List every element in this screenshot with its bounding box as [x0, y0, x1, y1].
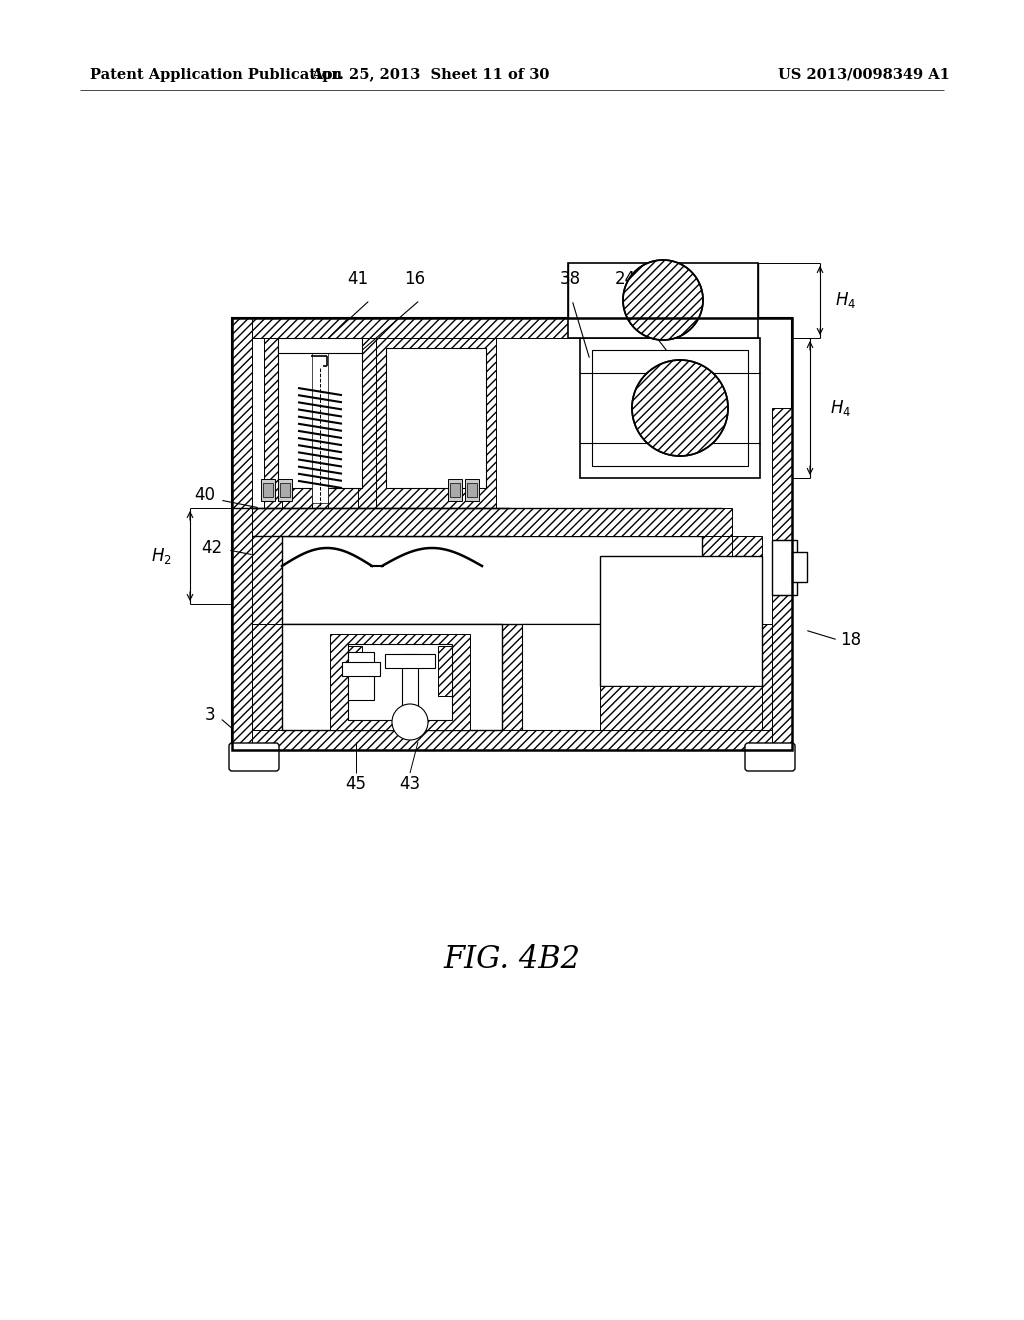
Bar — [232, 730, 792, 750]
FancyBboxPatch shape — [229, 743, 279, 771]
Bar — [348, 644, 452, 719]
Circle shape — [632, 360, 728, 455]
Bar — [348, 645, 362, 696]
Text: 38: 38 — [559, 271, 581, 288]
Bar — [252, 536, 282, 624]
Bar — [348, 652, 374, 700]
Bar — [232, 318, 252, 750]
Bar — [252, 624, 772, 730]
Bar — [252, 508, 732, 536]
Bar — [580, 338, 760, 478]
Bar — [261, 479, 275, 502]
Bar — [278, 348, 362, 488]
Bar — [592, 350, 748, 466]
Bar — [264, 338, 376, 539]
Bar — [342, 663, 380, 676]
Text: 3: 3 — [205, 706, 215, 723]
Bar — [282, 624, 502, 730]
Text: $H_4$: $H_4$ — [830, 399, 851, 418]
Bar — [600, 686, 762, 730]
Text: Apr. 25, 2013  Sheet 11 of 30: Apr. 25, 2013 Sheet 11 of 30 — [311, 69, 549, 82]
FancyBboxPatch shape — [745, 743, 795, 771]
Bar — [280, 483, 290, 498]
Bar — [702, 536, 732, 624]
Bar — [376, 338, 496, 539]
Bar — [328, 338, 358, 508]
Bar — [772, 540, 797, 595]
Bar — [467, 483, 477, 498]
Bar — [792, 552, 807, 582]
Bar — [386, 348, 486, 488]
Bar — [278, 338, 362, 352]
Bar — [385, 653, 435, 668]
Bar — [449, 479, 462, 502]
Bar — [330, 634, 470, 730]
Circle shape — [392, 704, 428, 741]
Bar — [402, 653, 418, 714]
Bar — [263, 483, 273, 498]
Bar — [232, 318, 597, 338]
Text: 41: 41 — [347, 271, 369, 288]
Text: 40: 40 — [194, 486, 215, 504]
Bar — [772, 408, 792, 750]
Bar — [232, 318, 792, 750]
Text: FIG. 4B2: FIG. 4B2 — [443, 945, 581, 975]
Text: 18: 18 — [840, 631, 861, 649]
Bar — [282, 338, 312, 508]
Text: 43: 43 — [399, 775, 421, 793]
Bar — [282, 536, 702, 624]
Text: $H_2$: $H_2$ — [152, 546, 172, 566]
Bar — [278, 479, 292, 502]
Bar — [438, 645, 452, 696]
Bar — [568, 263, 758, 338]
Bar — [590, 536, 762, 730]
Bar — [600, 556, 762, 686]
Bar — [522, 624, 652, 730]
Bar — [232, 318, 792, 750]
Text: 16: 16 — [404, 271, 426, 288]
Text: 42: 42 — [201, 539, 222, 557]
Bar — [450, 483, 460, 498]
Text: Patent Application Publication: Patent Application Publication — [90, 69, 342, 82]
Text: 24: 24 — [614, 271, 636, 288]
Circle shape — [623, 260, 703, 341]
Text: $H_4$: $H_4$ — [835, 290, 856, 310]
Text: US 2013/0098349 A1: US 2013/0098349 A1 — [778, 69, 950, 82]
Bar — [465, 479, 479, 502]
Text: 45: 45 — [345, 775, 367, 793]
Bar — [312, 343, 328, 503]
